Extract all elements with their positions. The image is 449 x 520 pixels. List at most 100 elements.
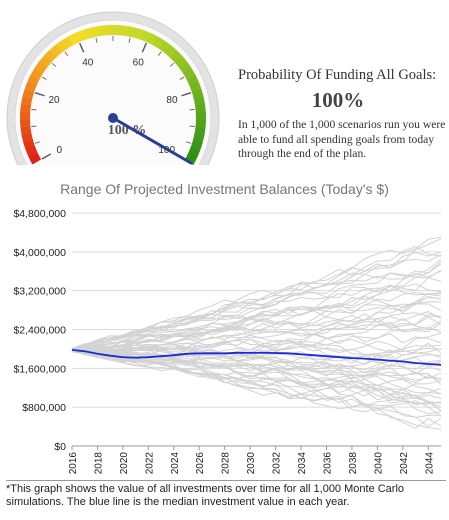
gauge-minor-tick [128,37,131,43]
simulation-line [71,316,442,352]
gauge-band-segment [49,44,63,58]
gauge-band-segment [20,103,32,113]
x-tick-label: 2034 [297,452,308,475]
gauge-band-segment [193,96,206,107]
gauge-tick-label: 60 [133,57,145,68]
gauge-band-segment [119,25,130,37]
gauge-band-segment [195,119,206,129]
y-tick-label: $2,400,000 [13,325,66,337]
gauge-band-segment [133,27,145,40]
gauge-tick-label: 80 [166,95,178,106]
x-tick-label: 2036 [322,452,333,475]
gauge-band-segment [38,55,52,68]
gauge-major-tick [141,42,147,53]
gauge-band-segment [190,140,203,152]
x-tick-label: 2024 [170,452,181,475]
gauge-band-segment [82,27,94,40]
simulation-line [71,345,442,364]
simulation-line [71,259,442,350]
x-tick-label: 2016 [68,452,79,475]
y-tick-label: $4,800,000 [13,208,66,220]
gauge-band-segment [43,49,57,63]
x-tick-label: 2020 [119,452,130,475]
gauge-band-segment [23,139,36,151]
x-tick-label: 2028 [221,452,232,475]
gauge-tick-label: 0 [57,145,63,156]
simulation-line [71,340,442,360]
x-tick-label: 2026 [195,452,206,475]
gauge-band-segment [146,33,159,46]
simulation-line [71,350,442,417]
simulation-line [71,238,442,350]
y-tick-label: $0 [54,441,66,453]
gauge-needle [111,116,193,165]
x-tick-label: 2022 [144,452,155,475]
x-tick-label: 2044 [424,452,435,475]
probability-description: In 1,000 of the 1,000 scenarios run you … [238,118,446,160]
gauge-minor-tick [51,62,57,67]
simulation-line [71,263,442,349]
gauge-minor-tick [41,76,47,80]
simulation-line [71,245,442,350]
simulation-line [71,351,442,415]
simulation-line [71,348,442,394]
gauge-needle-hub [108,113,118,123]
gauge-minor-tick [157,51,162,56]
y-tick-label: $1,600,000 [13,363,66,375]
probability-gauge: 020406080100100 % [6,11,220,165]
simulation-line [71,251,442,350]
gauge-minor-tick [95,37,98,43]
gauge-band-segment [140,30,152,43]
gauge-band-segment [194,126,206,137]
y-tick-label: $4,000,000 [13,247,66,259]
gauge-minor-tick [31,109,37,111]
simulation-line [71,291,442,350]
gauge-band-segment [30,67,44,80]
gauge-band-segment [97,25,107,37]
gauge-major-tick [79,42,85,53]
gauge-band-segment [183,68,196,81]
x-tick-label: 2042 [399,452,410,475]
chart-title: Range Of Projected Investment Balances (… [60,181,389,197]
gauge-band-segment [27,74,40,86]
gauge-tick-label: 40 [82,57,94,68]
gauge-major-tick [41,153,51,160]
gauge-band-segment [174,55,188,69]
probability-title: Probability Of Funding All Goals: [238,67,437,83]
gauge-band-segment [192,133,205,144]
gauge-band-segment [22,88,35,100]
gauge-band-segment [126,26,137,38]
gauge-band-segment [20,96,33,106]
gauge-band-segment [24,81,37,93]
balances-chart: $0 $800,000 $1,600,000 $2,400,000 $3,200,000… [13,208,442,475]
footnote: *This graph shows the value of all inves… [6,483,405,508]
gauge-band-segment [55,40,68,53]
gauge-band-segment [68,32,80,46]
gauge-band-segment [187,146,201,159]
gauge-band-segment [186,74,200,87]
gauge-value-label: 100 % [108,123,147,138]
x-tick-label: 2038 [348,452,359,475]
gauge-tick-label: 20 [48,95,60,106]
gauge-band-segment [75,29,87,43]
gauge-minor-tick [64,51,69,56]
gauge-minor-tick [169,62,175,67]
simulation-line [71,349,442,408]
gauge-band-segment [20,125,32,136]
gauge-band-segment [34,61,48,74]
gauge-minor-tick [189,125,195,127]
simulation-line [71,236,442,351]
gauge-band-segment [179,61,192,75]
gauge-face [14,19,212,165]
gauge-band-segment [89,26,100,38]
probability-value: 100% [311,88,365,112]
gauge-band-segment [61,36,74,49]
gauge-band-segment [28,152,42,165]
simulation-line [71,270,442,349]
y-tick-label: $3,200,000 [13,286,66,298]
gauge-minor-tick [34,141,40,144]
footnote-divider [6,480,446,481]
gauge-band-segment [164,45,178,59]
simulation-line [71,342,442,357]
gauge-minor-tick [189,109,195,111]
